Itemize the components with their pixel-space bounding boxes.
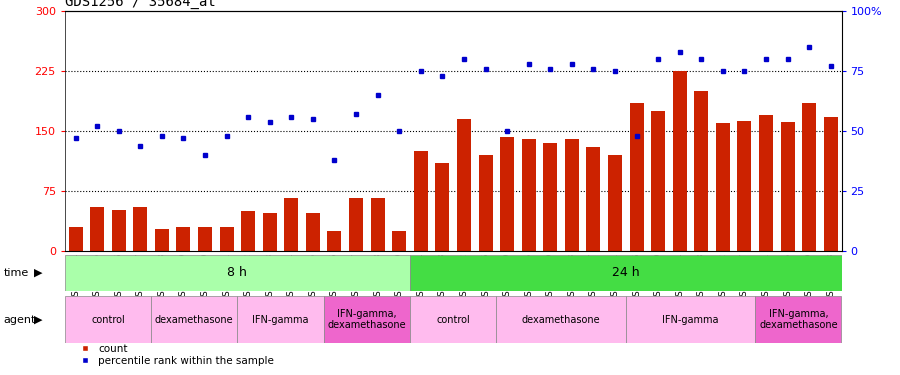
Bar [112, 210, 126, 251]
Bar [410, 296, 496, 343]
Bar [306, 213, 319, 251]
Bar [414, 151, 427, 251]
Bar [626, 296, 755, 343]
Bar [479, 155, 492, 251]
Bar [90, 207, 104, 251]
Bar [436, 163, 449, 251]
Text: control: control [436, 315, 470, 325]
Bar [802, 103, 816, 251]
Bar [198, 227, 212, 251]
Text: 24 h: 24 h [612, 266, 640, 279]
Bar [651, 111, 665, 251]
Text: control: control [91, 315, 125, 325]
Text: time: time [4, 268, 29, 278]
Bar [263, 213, 277, 251]
Bar [392, 231, 406, 251]
Text: dexamethasone: dexamethasone [155, 315, 234, 325]
Bar [737, 121, 751, 251]
Bar [65, 255, 410, 291]
Bar [544, 143, 557, 251]
Text: IFN-gamma: IFN-gamma [662, 315, 719, 325]
Bar [587, 147, 600, 251]
Bar [755, 296, 842, 343]
Bar [780, 122, 795, 251]
Legend: count, percentile rank within the sample: count, percentile rank within the sample [70, 339, 278, 370]
Bar [410, 255, 842, 291]
Bar [565, 139, 579, 251]
Bar [629, 103, 643, 251]
Bar [608, 155, 622, 251]
Text: agent: agent [4, 315, 36, 325]
Bar [284, 198, 298, 251]
Text: 8 h: 8 h [228, 266, 248, 279]
Text: GDS1256 / 35684_at: GDS1256 / 35684_at [65, 0, 216, 9]
Bar [349, 198, 363, 251]
Bar [65, 296, 151, 343]
Text: IFN-gamma,
dexamethasone: IFN-gamma, dexamethasone [328, 309, 406, 330]
Bar [151, 296, 238, 343]
Bar [155, 229, 169, 251]
Text: ▶: ▶ [34, 268, 42, 278]
Text: ▶: ▶ [34, 315, 42, 325]
Bar [328, 231, 341, 251]
Bar [824, 117, 838, 251]
Bar [500, 137, 514, 251]
Bar [496, 296, 626, 343]
Bar [371, 198, 384, 251]
Text: dexamethasone: dexamethasone [522, 315, 600, 325]
Bar [238, 296, 324, 343]
Bar [68, 227, 83, 251]
Bar [176, 227, 191, 251]
Bar [220, 227, 234, 251]
Bar [716, 123, 730, 251]
Bar [324, 296, 410, 343]
Bar [694, 91, 708, 251]
Bar [522, 139, 536, 251]
Bar [457, 119, 471, 251]
Text: IFN-gamma: IFN-gamma [252, 315, 309, 325]
Bar [672, 71, 687, 251]
Text: IFN-gamma,
dexamethasone: IFN-gamma, dexamethasone [759, 309, 838, 330]
Bar [759, 115, 773, 251]
Bar [133, 207, 148, 251]
Bar [241, 211, 256, 251]
